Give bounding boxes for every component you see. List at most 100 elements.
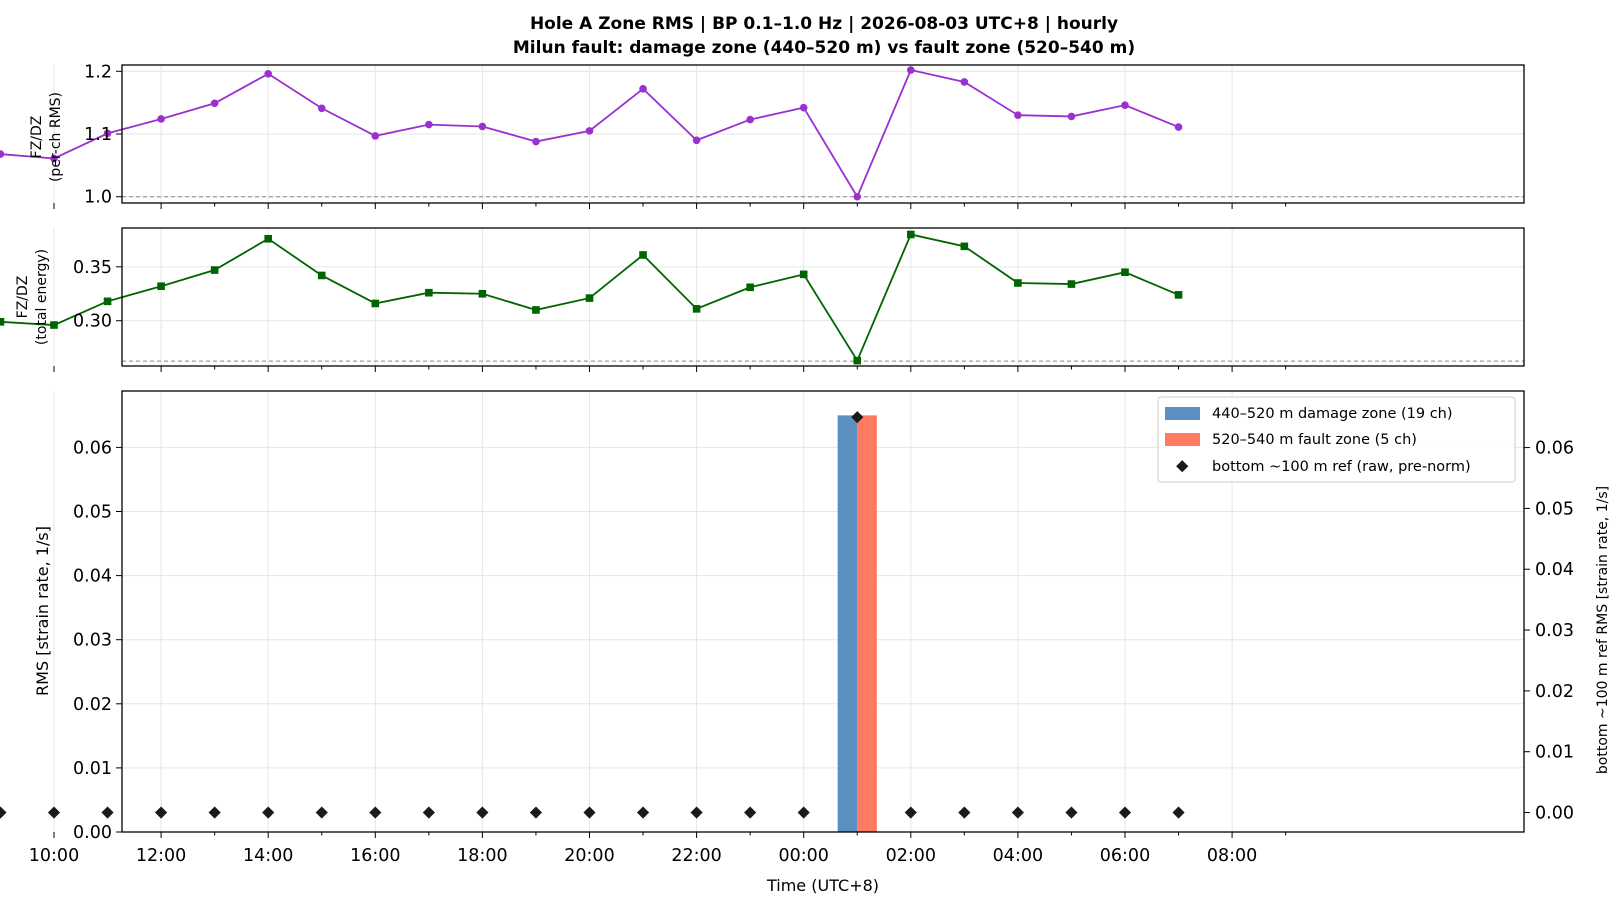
data-point xyxy=(478,122,487,131)
diamond-marker xyxy=(47,806,61,819)
data-point xyxy=(157,282,165,291)
data-point xyxy=(692,305,701,313)
y-tick-label-right: 0.01 xyxy=(1535,743,1574,763)
data-point xyxy=(103,297,112,306)
panel-2-ylabel-line-1: FZ/DZ xyxy=(15,276,31,319)
y-tick-label: 1.1 xyxy=(84,125,112,145)
y-tick-label: 0.04 xyxy=(73,567,112,587)
data-point xyxy=(799,270,808,279)
diamond-marker xyxy=(262,806,275,819)
x-tick-label: 06:00 xyxy=(1100,846,1150,866)
x-tick-label: 22:00 xyxy=(671,846,721,866)
diamond-marker xyxy=(529,806,543,819)
data-point xyxy=(692,136,701,145)
panel-3-ylabel: RMS [strain rate, 1/s] xyxy=(33,526,52,696)
y-tick-label: 0.30 xyxy=(73,312,112,332)
bar xyxy=(857,415,877,832)
data-point xyxy=(425,288,433,297)
data-point xyxy=(960,242,969,251)
data-point xyxy=(532,137,540,146)
legend-label: 520–540 m fault zone (5 ch) xyxy=(1212,432,1417,448)
diamond-marker xyxy=(1172,806,1185,819)
diamond-marker xyxy=(0,806,7,819)
panel-2-frame xyxy=(121,227,1525,367)
y-tick-label-right: 0.03 xyxy=(1535,621,1574,641)
data-point xyxy=(1174,123,1183,131)
x-tick-label: 08:00 xyxy=(1207,846,1257,866)
y-tick-label: 0.01 xyxy=(73,759,112,779)
y-tick-label-right: 0.06 xyxy=(1535,439,1574,459)
data-point xyxy=(853,192,862,201)
data-point xyxy=(264,234,272,243)
legend-swatch xyxy=(1165,407,1200,420)
y-tick-label-right: 0.02 xyxy=(1535,682,1574,702)
y-tick-label: 1.0 xyxy=(84,188,112,208)
diamond-marker xyxy=(583,806,596,819)
data-point xyxy=(746,115,754,124)
panel-3-frame xyxy=(121,390,1525,833)
legend: 440–520 m damage zone (19 ch) 520–540 m f… xyxy=(1157,396,1516,483)
diamond-marker xyxy=(797,806,810,819)
diamond-marker xyxy=(1011,806,1024,819)
data-point xyxy=(1014,279,1022,287)
legend-box xyxy=(1157,396,1516,483)
data-point xyxy=(317,271,326,280)
bar xyxy=(837,415,858,832)
data-point xyxy=(50,154,58,163)
y-tick-label-right: 0.04 xyxy=(1535,560,1574,580)
data-point xyxy=(1067,112,1076,121)
data-point xyxy=(210,99,219,108)
data-point xyxy=(478,289,487,298)
diamond-marker xyxy=(1118,806,1132,819)
x-tick-label: 04:00 xyxy=(993,846,1043,866)
series-line-ratio-total-energy xyxy=(0,233,1179,363)
x-tick-label: 12:00 xyxy=(136,846,186,866)
y-tick-label: 0.02 xyxy=(73,695,112,715)
x-axis-label: Time (UTC+8) xyxy=(766,876,879,895)
data-point xyxy=(264,69,272,78)
y-tick-label: 0.05 xyxy=(73,503,112,523)
chart-title-line-1: Hole A Zone RMS | BP 0.1–1.0 Hz | 2026-0… xyxy=(530,14,1118,34)
data-point xyxy=(0,317,5,326)
data-point xyxy=(0,150,5,158)
diamond-marker xyxy=(958,806,971,819)
chart-title-line-2: Milun fault: damage zone (440–520 m) vs … xyxy=(513,38,1135,58)
legend-label: 440–520 m damage zone (19 ch) xyxy=(1212,406,1453,422)
x-tick-label: 02:00 xyxy=(886,846,936,866)
data-point xyxy=(1067,280,1076,288)
data-point xyxy=(585,294,594,302)
x-tick-label: 00:00 xyxy=(778,846,828,866)
panel-2-ylabel-line-2: (total energy) xyxy=(34,249,50,345)
data-point xyxy=(906,66,915,74)
data-point xyxy=(157,115,165,123)
data-point xyxy=(799,103,808,112)
diamond-marker xyxy=(101,806,114,819)
y-tick-label: 0.35 xyxy=(73,258,112,278)
diamond-marker xyxy=(422,806,435,819)
data-point xyxy=(532,306,540,314)
data-point xyxy=(210,266,219,274)
data-point xyxy=(50,321,58,329)
y-tick-label: 1.2 xyxy=(84,62,112,82)
series-line-ratio-per-ch xyxy=(0,68,1179,199)
data-point xyxy=(425,120,433,129)
diamond-marker xyxy=(904,806,917,819)
data-point xyxy=(585,127,594,135)
data-point xyxy=(1174,291,1183,299)
diamond-marker xyxy=(155,806,168,819)
legend-label: bottom ~100 m ref (raw, pre-norm) xyxy=(1212,459,1471,475)
diamond-marker xyxy=(636,806,650,819)
x-tick-label: 18:00 xyxy=(457,846,507,866)
diamond-marker xyxy=(744,806,757,819)
data-point xyxy=(1121,101,1129,109)
data-point xyxy=(317,104,326,113)
x-tick-label: 20:00 xyxy=(564,846,614,866)
x-tick-label: 16:00 xyxy=(350,846,400,866)
x-tick-label: 14:00 xyxy=(243,846,293,866)
data-point xyxy=(906,230,915,239)
tick-layer: 08:00 10:00 12:00 14:00 16:00 18:00 20:00 22:00… xyxy=(29,62,1574,866)
y-tick-label: 0.00 xyxy=(73,823,112,843)
data-point xyxy=(1121,268,1129,277)
data-point xyxy=(960,78,969,86)
